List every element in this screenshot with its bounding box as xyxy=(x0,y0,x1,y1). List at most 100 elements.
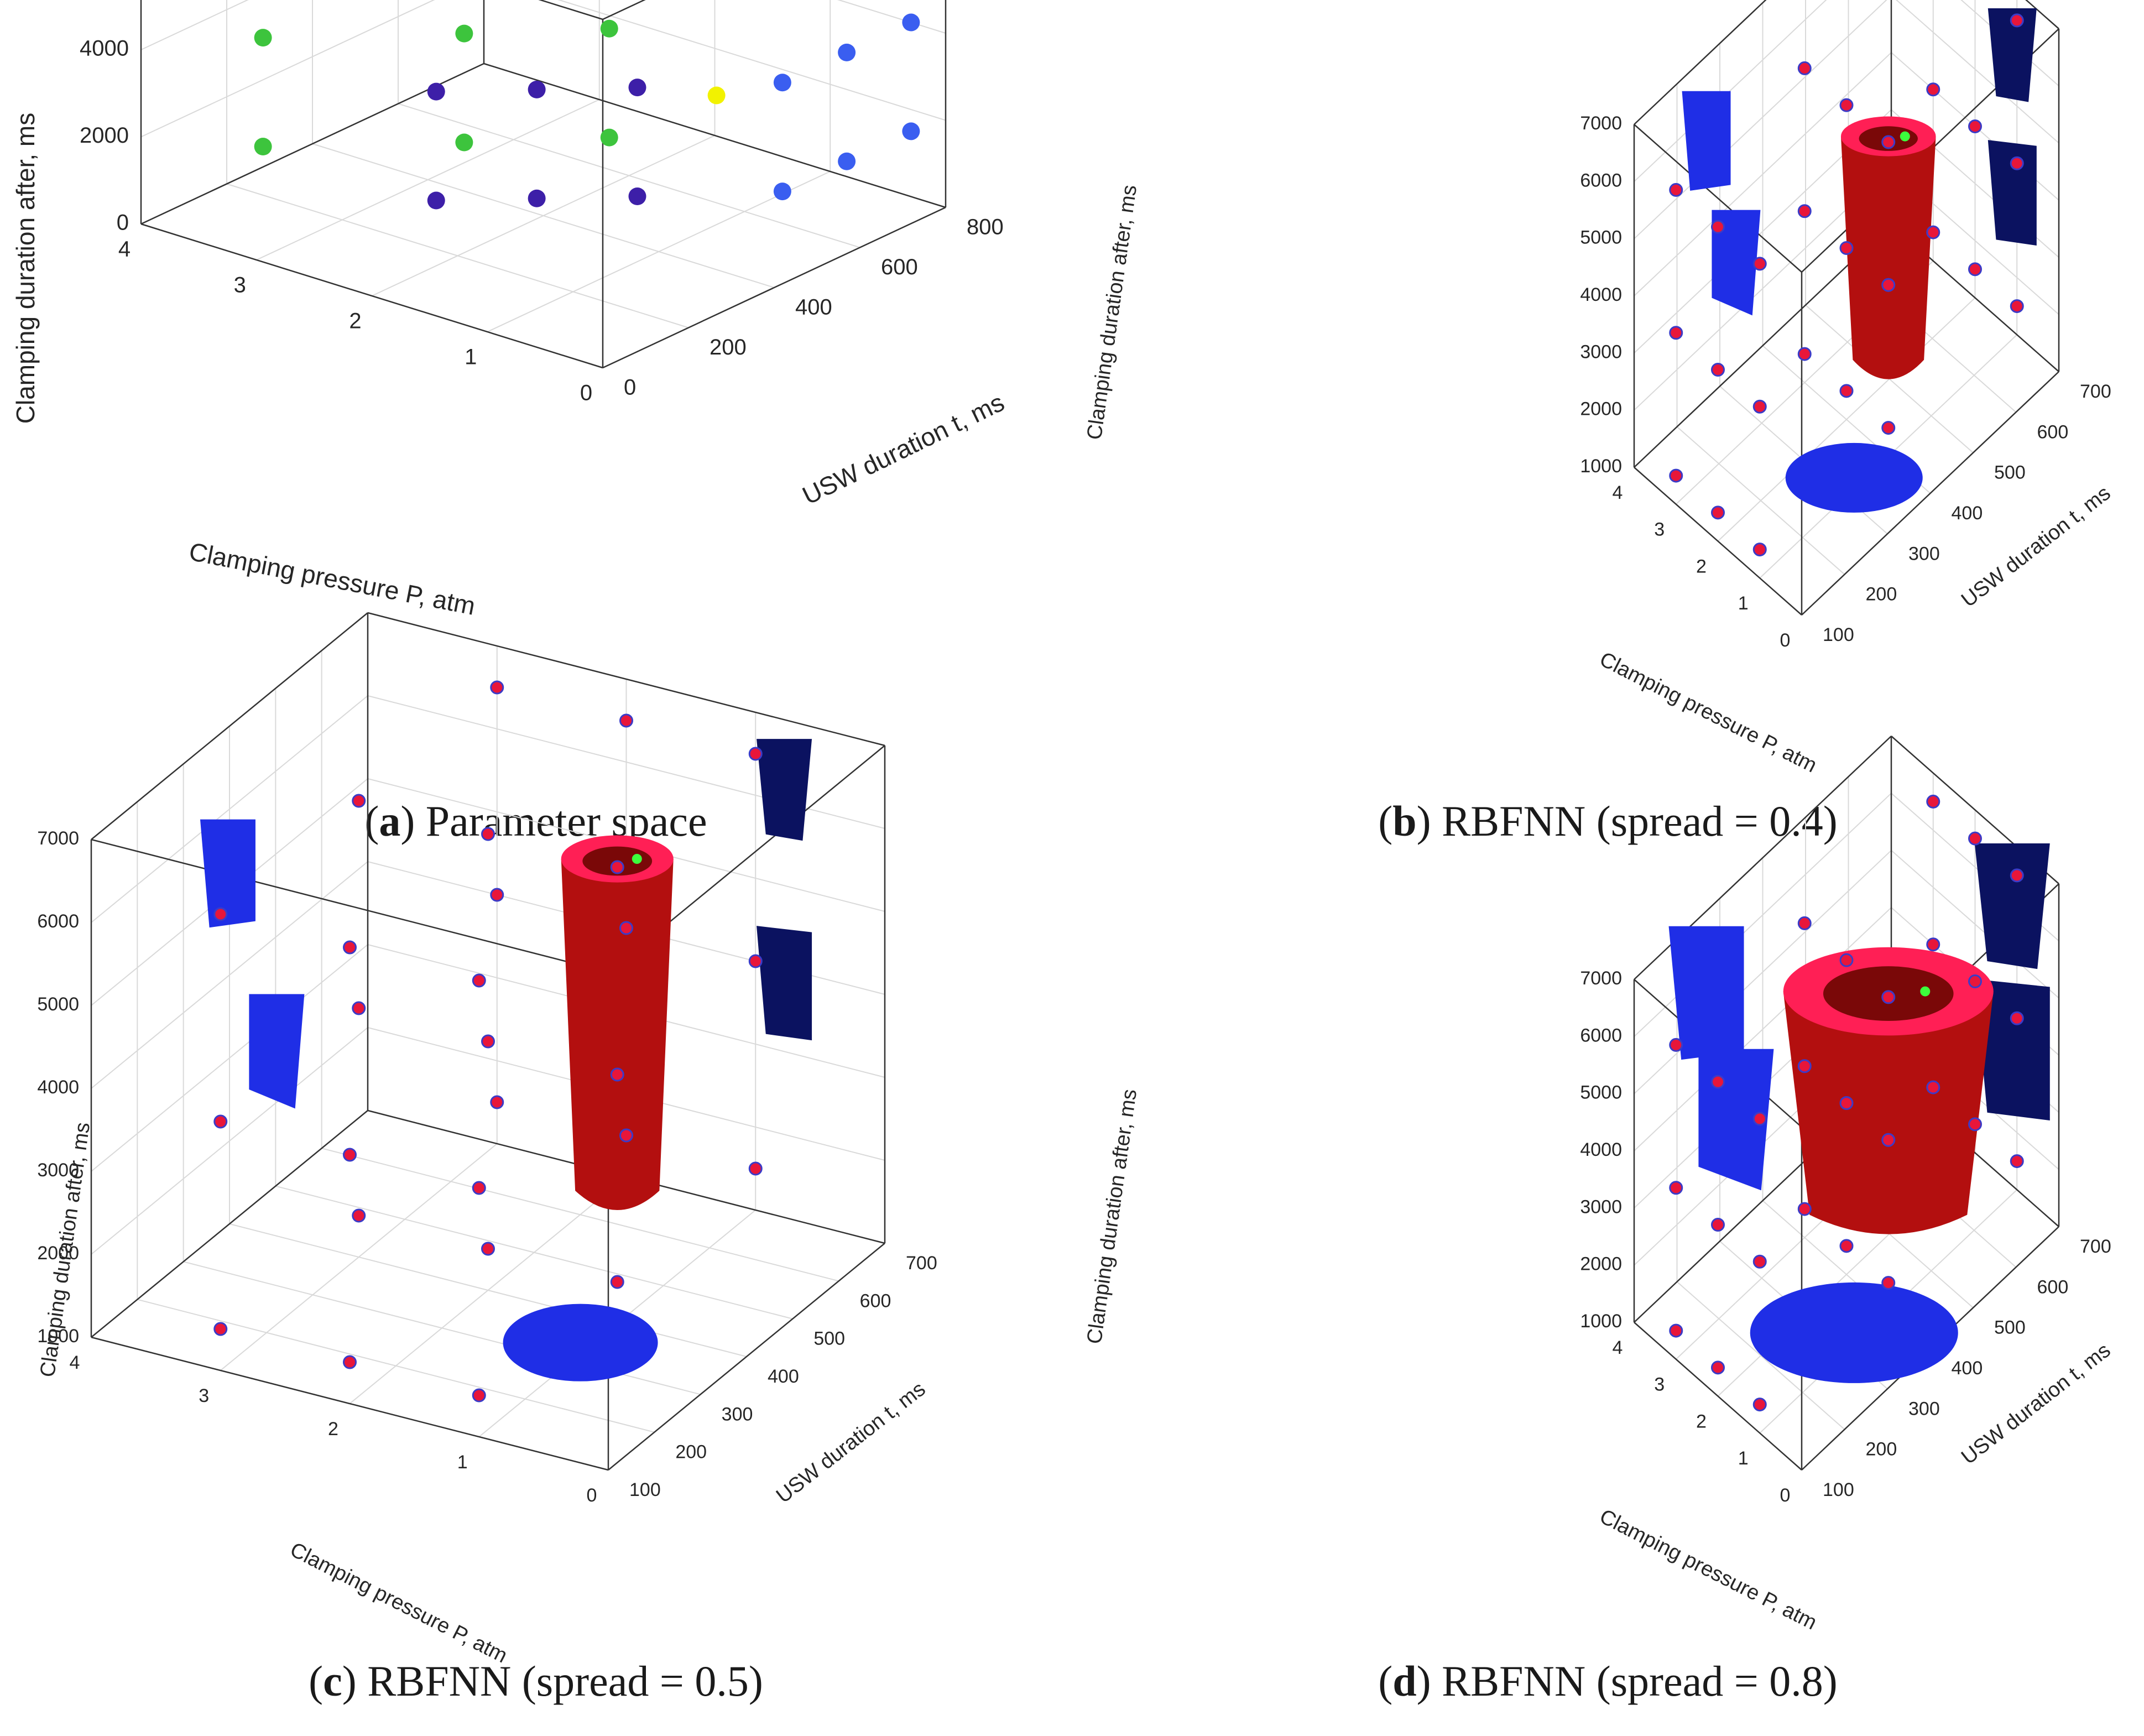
data-point-red_marker xyxy=(490,1095,504,1109)
z-tick-label: 5000 xyxy=(1580,1082,1622,1103)
data-point-red_marker xyxy=(1797,1202,1812,1216)
data-point-red_marker xyxy=(1752,1254,1767,1269)
x-tick-label: 3 xyxy=(234,273,246,298)
data-point-red_marker xyxy=(1926,82,1940,97)
tick-labels: 0 1 2 3 4 100 200 300 400 500 600 700 1000 2000 3000 40… xyxy=(1580,968,2111,1506)
blue-region-upper xyxy=(1668,926,1744,1060)
z-tick-label: 6000 xyxy=(1580,1025,1622,1046)
data-point-blue xyxy=(838,43,856,61)
y-tick-label: 300 xyxy=(1908,543,1940,564)
data-point-purple xyxy=(528,189,546,207)
z-tick-label: 2000 xyxy=(1580,399,1622,420)
x-tick-label: 2 xyxy=(349,309,361,333)
axis-edge xyxy=(1634,1322,1802,1471)
z-tick-label: 4000 xyxy=(37,1077,79,1098)
x-tick-label: 1 xyxy=(465,345,477,369)
data-point-red_marker xyxy=(481,1242,495,1256)
y-tick-label: 400 xyxy=(1952,503,1983,524)
z-tick-label: 2000 xyxy=(37,1243,79,1264)
grid-floor-y xyxy=(1676,1281,1845,1430)
blue-region-lower xyxy=(249,994,305,1109)
data-point-red_marker xyxy=(1669,1038,1683,1052)
x-tick-label: 0 xyxy=(580,381,592,405)
x-tick-label: 4 xyxy=(1613,1337,1623,1358)
data-point-red_marker xyxy=(1926,794,1940,809)
data-point-red_marker xyxy=(490,680,504,695)
axis-edge xyxy=(140,62,484,225)
data-point-red_marker xyxy=(1926,225,1940,239)
axis-edge xyxy=(367,612,885,747)
data-point-red_marker xyxy=(748,747,763,761)
data-point-red_marker xyxy=(1711,220,1725,234)
z-tick-label: 1000 xyxy=(1580,456,1622,477)
isosurfaces xyxy=(1682,8,2037,513)
z-tick-label: 0 xyxy=(117,211,129,235)
axis-edge xyxy=(91,1110,368,1338)
grid-floor-y xyxy=(229,1223,747,1357)
grid-back-z xyxy=(1634,0,1887,239)
x-tick-label: 4 xyxy=(118,237,131,262)
data-points xyxy=(1669,794,2024,1412)
data-point-red_marker xyxy=(1968,974,1982,988)
data-point-red_marker xyxy=(1968,831,1982,846)
chart-rbfnn-08: 0 1 2 3 4 100 200 300 400 500 600 700 1000 2000 3000 40… xyxy=(1083,736,2115,1635)
z-tick-label: 4000 xyxy=(1580,284,1622,305)
axis-edge xyxy=(91,612,368,840)
chart-rbfnn-05: 0 1 2 3 4 100 200 300 400 500 600 700 1000 2000 3000 40… xyxy=(36,612,937,1668)
z-tick-label: 7000 xyxy=(1580,113,1622,134)
data-point-red_marker xyxy=(352,794,366,808)
data-point-red_marker xyxy=(1839,1096,1854,1110)
y-tick-label: 500 xyxy=(1994,462,2026,483)
y-tick-label: 100 xyxy=(629,1479,661,1500)
data-point-red_marker xyxy=(619,713,633,728)
x-tick-label: 4 xyxy=(70,1352,80,1373)
x-tick-label: 1 xyxy=(1738,593,1749,614)
axis-edge xyxy=(602,206,946,369)
axis-edge xyxy=(91,1336,609,1471)
y-tick-label: 800 xyxy=(967,215,1004,239)
z-tick-label: 3000 xyxy=(1580,1196,1622,1217)
navy-region-upper xyxy=(1974,843,2050,969)
data-point-red_marker xyxy=(1797,204,1812,218)
x-tick-label: 3 xyxy=(1654,1374,1665,1395)
y-axis-label: USW duration t, ms xyxy=(1957,481,2115,612)
y-tick-label: 200 xyxy=(1866,584,1897,605)
z-tick-label: 2000 xyxy=(80,123,129,148)
data-point-red_marker xyxy=(1968,119,1982,133)
navy-region-lower xyxy=(757,926,812,1041)
axis-edge xyxy=(1801,371,2059,616)
grid-back-z xyxy=(1634,907,1892,1151)
axis-box xyxy=(140,0,947,369)
panel-rbfnn-05: 0 1 2 3 4 100 200 300 400 500 600 700 1000 2000 3000 40… xyxy=(0,612,1072,1736)
grid-side-z xyxy=(557,0,946,121)
data-point-red_marker xyxy=(1926,937,1940,952)
y-tick-label: 300 xyxy=(722,1404,753,1425)
data-point-red_marker xyxy=(1669,468,1683,483)
data-point-red_marker xyxy=(619,1128,633,1143)
navy-region-upper xyxy=(757,739,812,841)
z-axis-label: Clamping duration after, ms xyxy=(1083,184,1141,441)
data-point-red_marker xyxy=(2010,868,2024,883)
grid-floor-y xyxy=(137,1299,655,1433)
y-tick-label: 600 xyxy=(881,255,918,279)
data-point-red_marker xyxy=(1669,183,1683,197)
y-tick-label: 500 xyxy=(813,1328,845,1349)
grid-back-z xyxy=(91,944,368,1172)
data-point-red_marker xyxy=(472,1181,486,1195)
axis-edge xyxy=(1634,467,1802,616)
data-point-red_marker xyxy=(1711,1218,1725,1232)
x-axis-label: Clamping pressure P, atm xyxy=(1596,648,1820,778)
x-tick-label: 2 xyxy=(1696,556,1707,577)
data-point-red_marker xyxy=(2010,299,2024,314)
data-point-red_marker xyxy=(1839,953,1854,967)
optimum-point xyxy=(632,854,642,864)
blue-region-upper xyxy=(1682,91,1731,191)
axis-edge xyxy=(140,223,603,369)
y-tick-label: 0 xyxy=(624,376,636,400)
data-point-purple xyxy=(628,187,646,205)
z-tick-label: 1000 xyxy=(37,1326,79,1347)
grid-side-z xyxy=(1891,849,2059,999)
x-tick-label: 2 xyxy=(1696,1411,1707,1432)
z-tick-label: 4000 xyxy=(1580,1139,1622,1160)
y-axis-label: USW duration t, ms xyxy=(772,1377,930,1508)
